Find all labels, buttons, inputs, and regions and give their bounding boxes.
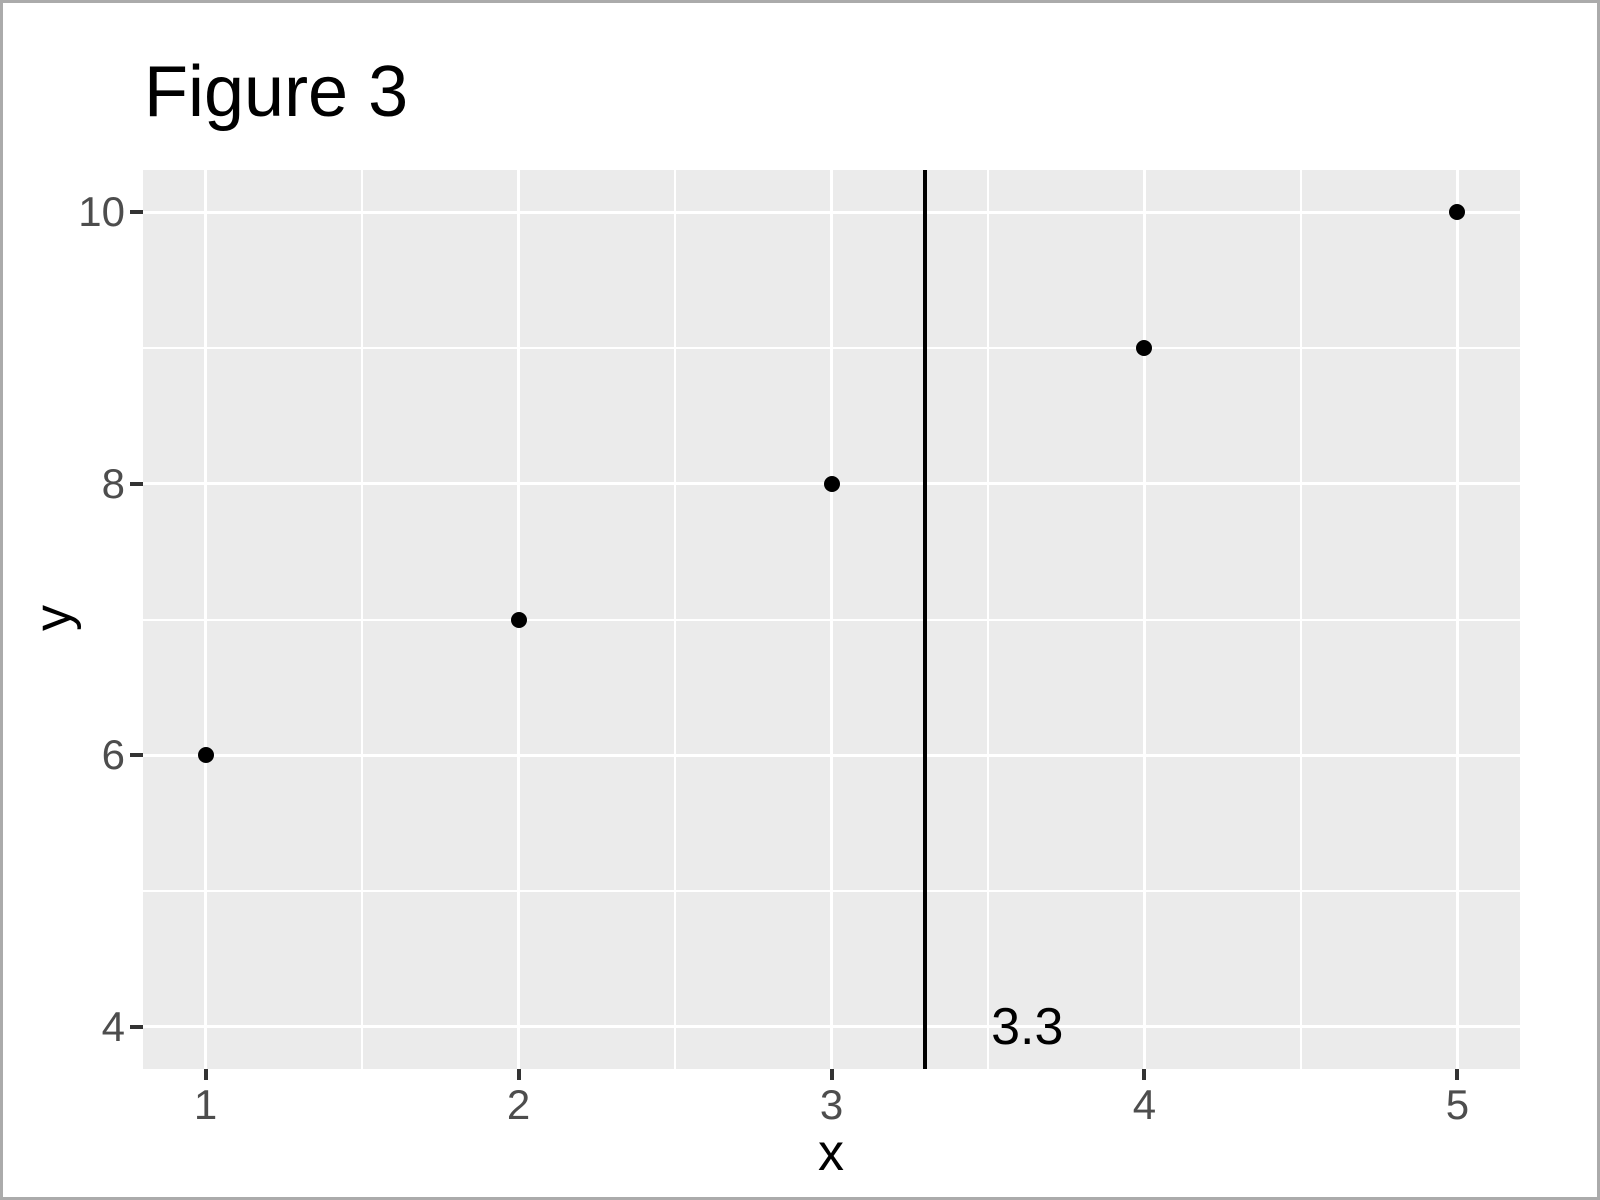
x-axis-tick xyxy=(1455,1069,1460,1080)
y-axis-tick-label: 6 xyxy=(101,731,125,779)
x-axis-tick-label: 1 xyxy=(193,1081,218,1128)
plot-title: Figure 3 xyxy=(144,52,409,132)
x-axis-tick xyxy=(829,1069,834,1080)
x-major-gridline xyxy=(1455,170,1459,1069)
y-major-gridline xyxy=(143,753,1520,757)
data-point xyxy=(1449,204,1466,221)
x-major-gridline xyxy=(204,170,208,1069)
x-axis-tick xyxy=(516,1069,521,1080)
reference-line-label: 3.3 xyxy=(991,997,1064,1056)
x-axis-tick-label: 5 xyxy=(1445,1081,1470,1128)
x-major-gridline xyxy=(1142,170,1146,1069)
y-axis-title: y xyxy=(24,605,82,631)
x-axis-title: x xyxy=(818,1124,844,1182)
y-major-gridline xyxy=(143,210,1520,214)
y-axis-tick xyxy=(130,210,143,215)
reference-line xyxy=(923,170,928,1069)
x-axis-tick-label: 2 xyxy=(506,1081,531,1128)
x-axis-tick xyxy=(1142,1069,1147,1080)
data-point xyxy=(197,747,214,764)
y-axis-tick-label: 8 xyxy=(101,459,125,507)
y-axis-tick xyxy=(130,481,143,486)
y-axis-tick-label: 10 xyxy=(78,188,125,236)
y-major-gridline xyxy=(143,1025,1520,1029)
x-axis-tick-label: 4 xyxy=(1132,1081,1157,1128)
y-axis-tick-label: 4 xyxy=(101,1002,125,1050)
x-axis-tick-label: 3 xyxy=(819,1081,844,1128)
plot-panel: 3.3 xyxy=(143,170,1520,1069)
y-axis-tick xyxy=(130,753,143,758)
y-axis-tick xyxy=(130,1024,143,1029)
x-major-gridline xyxy=(830,170,833,1069)
x-axis-tick xyxy=(203,1069,208,1080)
data-point xyxy=(510,611,527,628)
data-point xyxy=(1136,339,1153,356)
data-point xyxy=(823,475,840,492)
